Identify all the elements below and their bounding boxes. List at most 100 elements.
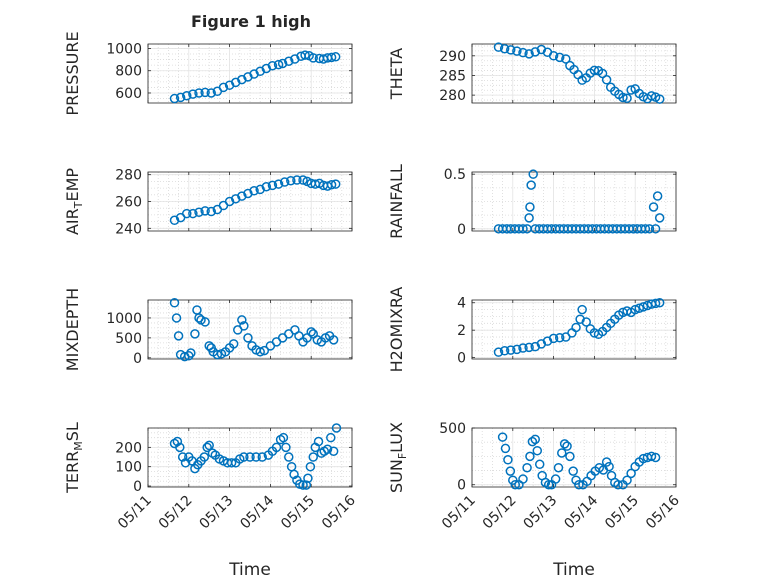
data-point	[313, 436, 324, 447]
data-point	[561, 54, 571, 64]
data-point	[303, 473, 313, 484]
data-point	[618, 92, 628, 103]
data-point	[200, 206, 210, 216]
y-axis-label: TERRMSL	[63, 422, 85, 494]
subplot-5: 0 500 1000 MIXDEPTH	[63, 288, 353, 371]
data-point	[512, 344, 522, 355]
subplot-7: 0 100 200 05/11 05/12 05/13 05/14 05/15 05/16 Tim…	[63, 422, 359, 580]
data-point	[194, 88, 204, 98]
data-point	[518, 343, 528, 353]
data-point	[172, 436, 183, 447]
data-point	[652, 191, 663, 201]
data-point	[644, 224, 655, 234]
data-point	[226, 458, 237, 468]
y-tick-label: 0	[457, 351, 466, 367]
subplot-2: 280 285 290 THETA	[387, 42, 677, 104]
data-point	[173, 331, 184, 341]
data-point	[190, 329, 200, 339]
data-point	[257, 452, 267, 462]
data-point	[581, 317, 591, 327]
data-point	[550, 474, 561, 484]
data-point	[171, 313, 182, 323]
data-point	[554, 332, 565, 343]
data-point	[255, 347, 265, 357]
data-point	[230, 194, 241, 204]
data-point	[326, 52, 337, 63]
y-tick-label: 1000	[106, 311, 142, 327]
subplot-4: 0 0.5 RAINFALL	[387, 164, 677, 239]
data-point	[175, 442, 185, 453]
plot-area	[148, 300, 352, 359]
x-axis-label: Time	[552, 560, 595, 580]
data-point	[526, 180, 536, 190]
axes-box	[147, 299, 353, 360]
figure-title: Figure 1 high	[191, 12, 311, 31]
data-point	[308, 53, 318, 63]
y-tick-label: 0	[133, 351, 142, 367]
axes-box	[147, 43, 353, 104]
y-axis-label: SUNFLUX	[387, 422, 409, 493]
x-tick-label: 05/11	[439, 493, 479, 533]
data-point	[654, 94, 665, 104]
data-point	[271, 442, 282, 453]
data-point	[565, 451, 575, 462]
data-point	[326, 432, 336, 443]
subplot-1: 600 800 1000 PRESSURE	[63, 31, 353, 116]
data-point	[530, 47, 540, 57]
x-tick-label: 05/13	[197, 493, 237, 533]
data-point	[557, 448, 567, 458]
data-point	[243, 333, 253, 343]
data-point	[548, 51, 559, 61]
data-point	[255, 184, 265, 195]
data-series	[169, 175, 341, 226]
data-point	[305, 461, 316, 472]
axes-box	[471, 427, 677, 488]
data-point	[186, 348, 196, 358]
y-tick-label: 290	[439, 49, 466, 65]
data-point	[571, 322, 581, 333]
data-point	[493, 42, 504, 52]
data-point	[506, 345, 516, 355]
data-point	[206, 88, 216, 98]
data-point	[277, 58, 288, 69]
data-point	[281, 442, 291, 453]
data-point	[554, 52, 565, 63]
data-point	[518, 47, 528, 58]
data-point	[169, 215, 180, 226]
data-point	[175, 92, 186, 103]
data-point	[503, 455, 513, 465]
data-point	[328, 446, 339, 456]
x-tick-label: 05/15	[278, 493, 318, 533]
y-tick-label: 0	[457, 222, 466, 238]
data-point	[202, 442, 212, 453]
data-point	[284, 56, 294, 67]
data-point	[169, 93, 180, 104]
y-tick-label: 500	[115, 331, 142, 347]
data-point	[184, 351, 194, 361]
data-point	[622, 93, 632, 104]
data-point	[613, 479, 623, 490]
data-point	[169, 298, 180, 308]
data-point	[188, 89, 198, 99]
x-tick-label: 05/12	[480, 493, 520, 533]
data-series	[169, 50, 341, 104]
x-tick-label: 05/16	[643, 492, 683, 532]
data-point	[278, 432, 289, 443]
y-axis-label: H2OMIXRA	[387, 287, 406, 373]
data-point	[292, 175, 302, 185]
data-point	[245, 452, 255, 462]
data-point	[650, 452, 661, 463]
data-point	[508, 475, 518, 485]
data-point	[548, 333, 559, 344]
data-point	[522, 462, 532, 473]
x-axis-label: Time	[228, 560, 271, 580]
data-point	[527, 436, 538, 447]
data-point	[239, 321, 249, 331]
y-axis-label: MIXDEPTH	[63, 288, 82, 371]
y-tick-label: 260	[115, 195, 142, 211]
data-point	[218, 82, 229, 93]
data-point	[249, 186, 259, 196]
y-axis-label: AIRTEMP	[63, 168, 85, 235]
